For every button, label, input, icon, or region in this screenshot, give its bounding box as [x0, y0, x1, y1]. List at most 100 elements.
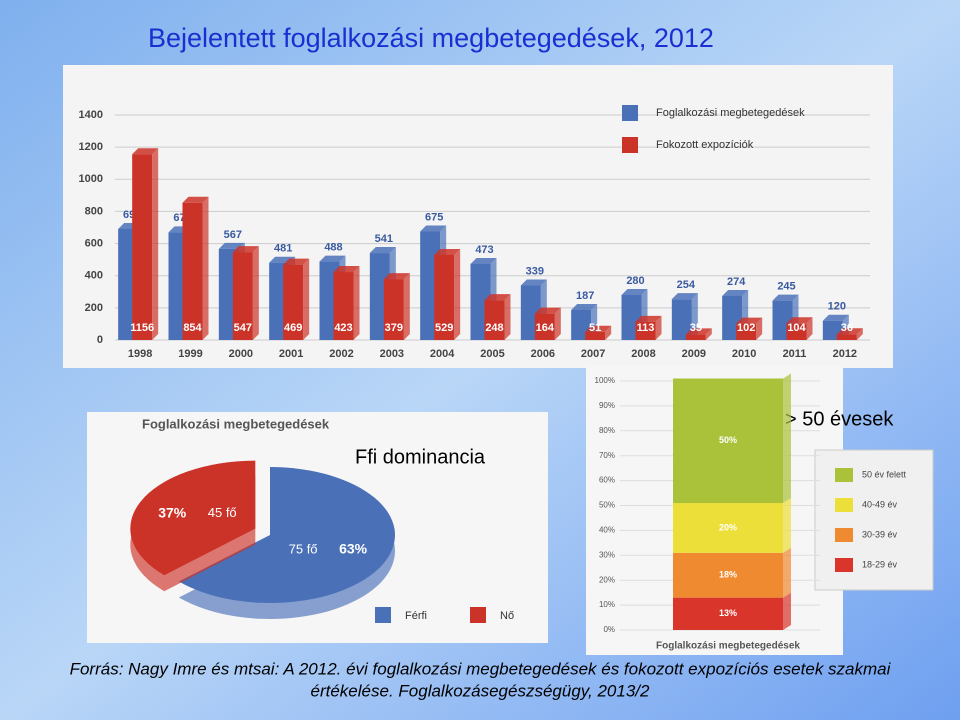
- value-label: 104: [787, 322, 806, 334]
- bar-side: [756, 317, 763, 340]
- value-label: 120: [828, 301, 846, 313]
- x-tick-label: 2007: [581, 348, 605, 360]
- bar: [232, 252, 253, 340]
- bar-top: [836, 328, 863, 335]
- y-tick-label: 40%: [599, 526, 615, 535]
- value-label: 51: [589, 322, 601, 334]
- value-label: 63%: [339, 541, 368, 557]
- value-label: 248: [485, 322, 503, 334]
- bar-side: [152, 148, 159, 340]
- bar-top: [621, 289, 648, 295]
- value-label: 164: [536, 322, 555, 334]
- source: értékelése. Foglalkozásegészségügy, 2013…: [311, 681, 650, 700]
- y-tick-label: 400: [85, 270, 103, 282]
- value-label: 18%: [719, 570, 737, 580]
- x-tick-label: 1998: [128, 348, 152, 360]
- value-label: 339: [526, 265, 544, 277]
- bar-top: [434, 248, 461, 255]
- legend-swatch: [835, 558, 853, 572]
- value-label: 187: [576, 290, 594, 302]
- bar-top: [182, 196, 209, 203]
- bar-side: [691, 293, 698, 340]
- bar: [182, 202, 203, 340]
- bar-segment: [673, 552, 783, 598]
- bar: [434, 254, 455, 340]
- bar-side: [252, 246, 259, 340]
- x-tick-label: 2004: [430, 348, 455, 360]
- bar-top: [232, 246, 259, 253]
- y-tick-label: 0: [97, 334, 103, 346]
- bar-top: [520, 279, 547, 286]
- bar: [585, 331, 606, 340]
- y-tick-label: 0%: [603, 625, 615, 634]
- bar-top: [319, 255, 346, 262]
- x-tick-label: Foglalkozási megbetegedések: [656, 641, 800, 652]
- value-label: 379: [385, 322, 403, 334]
- value-label: 541: [375, 233, 393, 245]
- x-tick-label: 2002: [329, 348, 353, 360]
- legend-swatch: [835, 468, 853, 482]
- bar: [383, 279, 404, 340]
- value-label: 245: [777, 281, 795, 293]
- bar-top: [132, 148, 159, 155]
- bar-segment: [673, 503, 783, 553]
- value-label: 481: [274, 243, 292, 255]
- y-tick-label: 800: [85, 205, 103, 217]
- y-tick-label: 60%: [599, 476, 615, 485]
- bar: [685, 334, 706, 340]
- bar-top: [283, 258, 310, 265]
- bar-side: [202, 196, 209, 340]
- bar-side: [605, 325, 612, 340]
- bar-top: [369, 247, 396, 254]
- bar-side: [806, 317, 813, 340]
- bar-segment: [673, 378, 783, 504]
- annotation: Ffi dominancia: [355, 446, 486, 468]
- value-label: 567: [224, 229, 242, 241]
- value-label: 529: [435, 322, 453, 334]
- pie-title: Foglalkozási megbetegedések: [142, 416, 330, 431]
- bar: [836, 334, 857, 340]
- bar-top: [333, 266, 360, 273]
- x-tick-label: 2006: [531, 348, 555, 360]
- count-label: 45 fő: [208, 505, 237, 520]
- value-label: 35: [690, 322, 702, 334]
- bar-side: [303, 258, 310, 340]
- bar-top: [571, 303, 598, 310]
- x-tick-label: 2001: [279, 348, 303, 360]
- x-tick-label: 2009: [682, 348, 706, 360]
- legend-label: 18-29 év: [862, 559, 898, 569]
- bar: [671, 299, 692, 340]
- source: Forrás: Nagy Imre és mtsai: A 2012. évi …: [70, 659, 892, 678]
- legend-label: Férfi: [405, 610, 427, 622]
- legend-swatch: [375, 607, 391, 623]
- x-tick-label: 2008: [631, 348, 655, 360]
- y-tick-label: 600: [85, 237, 103, 249]
- value-label: 113: [637, 322, 655, 334]
- bar-top: [822, 314, 849, 321]
- stack-legend-panel: [814, 449, 934, 591]
- bar-side: [783, 547, 791, 598]
- legend-label: Fokozott expozíciók: [656, 139, 754, 151]
- y-tick-label: 100%: [595, 376, 615, 385]
- value-label: 1156: [130, 322, 154, 334]
- value-label: 20%: [719, 522, 737, 532]
- bar: [534, 313, 555, 340]
- pie-slice: [130, 460, 256, 576]
- bar-side: [783, 592, 791, 630]
- y-tick-label: 80%: [599, 426, 615, 435]
- value-label: 37%: [158, 504, 187, 520]
- bar-top: [722, 289, 749, 296]
- x-tick-label: 2003: [380, 348, 404, 360]
- bar-side: [705, 328, 712, 340]
- x-tick-label: 1999: [178, 348, 202, 360]
- y-tick-label: 30%: [599, 550, 615, 559]
- bar-top: [685, 328, 712, 335]
- bar-side: [783, 498, 791, 553]
- bar-top: [585, 325, 612, 332]
- y-tick-label: 1000: [79, 173, 103, 185]
- bar-side: [783, 373, 791, 504]
- x-tick-label: 2011: [783, 348, 807, 360]
- legend-swatch: [835, 498, 853, 512]
- bar-top: [635, 315, 662, 322]
